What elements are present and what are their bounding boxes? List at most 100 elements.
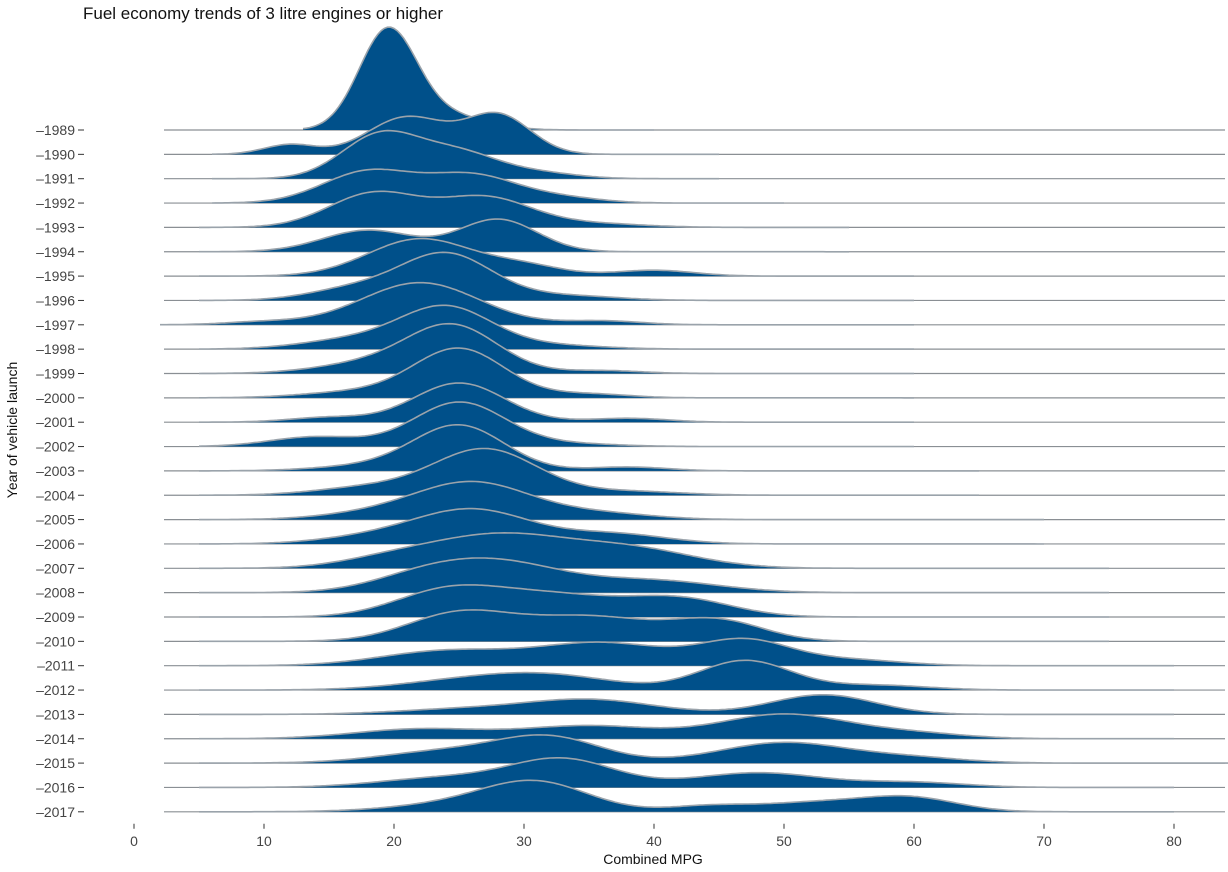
ridge-1999 [164, 322, 1225, 375]
x-tick-label: 20 [386, 833, 402, 849]
y-axis: –1989 –1990 –1991 –1992 –1993 –1994 –1995 –1996… [36, 122, 84, 820]
y-tick-label: –2007 [36, 560, 75, 576]
ridge-outline [198, 322, 914, 375]
ridge-area [212, 112, 719, 155]
y-tick-label: –2017 [36, 804, 75, 820]
y-tick-label: –1995 [36, 268, 75, 284]
ridge-outline [199, 237, 914, 277]
x-tick-label: 40 [646, 833, 662, 849]
ridge-outline [199, 480, 1044, 521]
ridge-area [199, 252, 914, 301]
y-tick-label: –2016 [36, 779, 75, 795]
y-tick-label: –1993 [36, 219, 75, 235]
ridge-outline [199, 190, 849, 229]
ridge-area [160, 282, 914, 325]
ridge-1989 [164, 26, 1225, 131]
ridge-area [199, 219, 849, 252]
x-tick-label: 30 [516, 833, 532, 849]
ridge-outline [199, 251, 914, 302]
ridges-group [160, 26, 1228, 813]
ridge-outline [211, 168, 784, 204]
y-tick-label: –2001 [36, 414, 75, 430]
ridge-area [199, 348, 914, 398]
ridge-2002 [164, 401, 1225, 448]
y-tick-label: –2011 [37, 658, 75, 674]
ridge-2017 [164, 779, 1225, 813]
ridge-outline [199, 531, 1109, 570]
x-tick-label: 50 [776, 833, 792, 849]
ridge-2006 [164, 507, 1225, 545]
ridge-area [199, 532, 1109, 569]
ridge-area [199, 638, 1174, 666]
ridge-2009 [164, 584, 1225, 618]
y-tick-label: –2002 [36, 439, 75, 455]
ridge-1994 [164, 218, 1225, 253]
y-tick-label: –1996 [36, 292, 75, 308]
ridge-2012 [164, 659, 1225, 691]
ridge-2011 [164, 637, 1225, 667]
ridge-area [199, 481, 1044, 520]
y-tick-label: –2012 [36, 682, 75, 698]
ridge-outline [199, 637, 1174, 667]
y-tick-label: –1990 [36, 146, 75, 162]
x-tick-label: 10 [256, 833, 272, 849]
ridge-area [303, 27, 654, 131]
ridge-area [212, 130, 719, 179]
y-tick-label: –1989 [36, 122, 75, 138]
y-tick-label: –2004 [36, 487, 75, 503]
ridge-outline [199, 557, 1109, 594]
ridge-outline [212, 129, 719, 180]
ridge-outline [199, 507, 1044, 545]
ridge-2005 [164, 480, 1225, 521]
y-axis-label: Year of vehicle launch [4, 362, 20, 498]
ridge-outline [199, 382, 914, 423]
ridge-1995 [164, 237, 1225, 277]
x-axis: 0 10 20 30 40 50 60 70 80 [130, 823, 1182, 849]
ridge-area [199, 660, 1174, 691]
ridge-outline [199, 734, 1228, 764]
ridge-area [199, 694, 1174, 715]
ridge-area [199, 402, 914, 447]
ridge-outline [199, 713, 1174, 740]
ridge-1996 [164, 251, 1225, 302]
ridge-area [199, 558, 1109, 593]
ridge-outline [199, 779, 1174, 813]
y-tick-label: –2008 [36, 585, 75, 601]
y-tick-label: –2005 [36, 512, 75, 528]
ridge-area [212, 169, 784, 204]
ridge-outline [199, 584, 1109, 618]
x-tick-label: 0 [130, 833, 138, 849]
ridge-2003 [164, 424, 1225, 472]
ridge-outline [199, 659, 1174, 691]
ridge-2004 [164, 447, 1225, 496]
ridge-area [199, 508, 1044, 544]
x-tick-label: 70 [1036, 833, 1052, 849]
y-tick-label: –1992 [36, 195, 75, 211]
ridge-area [199, 734, 1228, 764]
x-tick-label: 60 [906, 833, 922, 849]
ridge-1993 [164, 190, 1225, 229]
ridge-outline [199, 218, 849, 253]
ridge-2010 [164, 609, 1225, 643]
ridge-1998 [164, 304, 1225, 350]
y-tick-label: –2009 [36, 609, 75, 625]
y-tick-label: –2006 [36, 536, 75, 552]
ridge-outline [199, 347, 914, 399]
y-tick-label: –2015 [36, 755, 75, 771]
x-tick-label: 80 [1166, 833, 1182, 849]
y-tick-label: –2000 [36, 390, 75, 406]
ridge-outline [199, 694, 1174, 716]
ridge-2000 [164, 347, 1225, 399]
y-tick-label: –1994 [36, 244, 75, 260]
ridge-2001 [164, 382, 1225, 423]
ridge-2014 [164, 713, 1225, 740]
ridge-outline [199, 447, 979, 496]
ridge-2008 [164, 557, 1225, 594]
chart-title: Fuel economy trends of 3 litre engines o… [83, 4, 443, 23]
ridge-outline [199, 757, 1174, 789]
ridge-outline [212, 111, 719, 156]
x-axis-label: Combined MPG [603, 851, 703, 867]
ridge-1997 [160, 281, 1225, 326]
ridge-area [199, 448, 979, 496]
